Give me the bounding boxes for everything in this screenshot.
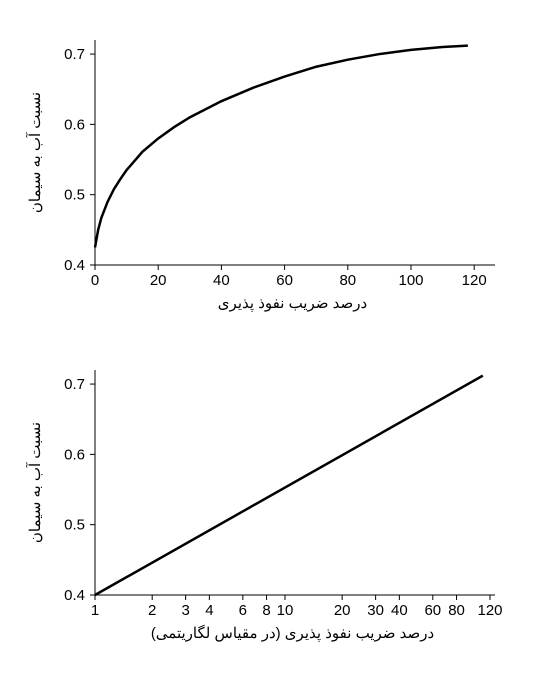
svg-text:120: 120 [462,272,487,289]
svg-text:0.5: 0.5 [64,187,85,204]
svg-text:1: 1 [91,602,99,619]
svg-text:60: 60 [424,602,441,619]
chart-linear: 0 20 40 60 80 100 120 0.4 0.5 0.6 0.7 درصد ضریب نفو… [20,20,519,320]
svg-text:2: 2 [148,602,156,619]
chart-linear-svg: 0 20 40 60 80 100 120 0.4 0.5 0.6 0.7 درصد ضریب نفو… [20,20,520,320]
svg-text:8: 8 [262,602,270,619]
svg-text:20: 20 [334,602,351,619]
svg-text:0.4: 0.4 [64,587,85,604]
svg-text:نسبت آب به سیمان: نسبت آب به سیمان [26,422,44,543]
svg-text:10: 10 [277,602,294,619]
svg-text:0.6: 0.6 [64,116,85,133]
svg-text:30: 30 [367,602,384,619]
svg-text:40: 40 [391,602,408,619]
svg-text:نسبت آب به سیمان: نسبت آب به سیمان [26,92,44,213]
svg-text:80: 80 [339,272,356,289]
svg-text:3: 3 [181,602,189,619]
svg-text:0.4: 0.4 [64,257,85,274]
svg-text:6: 6 [239,602,247,619]
svg-text:40: 40 [213,272,230,289]
svg-text:0.7: 0.7 [64,46,85,63]
svg-text:درصد ضریب نفوذ پذیری: درصد ضریب نفوذ پذیری [218,295,367,312]
svg-text:4: 4 [205,602,213,619]
chart-log: 1 2 34 68 10 20 30 40 60 80 120 0.4 0.5 0.6 0.7 درصد ضر… [20,350,519,650]
svg-text:20: 20 [150,272,167,289]
svg-text:0: 0 [91,272,99,289]
svg-text:0.5: 0.5 [64,517,85,534]
svg-text:100: 100 [398,272,423,289]
svg-text:0.6: 0.6 [64,446,85,463]
svg-text:درصد ضریب نفوذ پذیری (در مقیاس: درصد ضریب نفوذ پذیری (در مقیاس لگاریتمی) [151,624,434,642]
chart-log-svg: 1 2 34 68 10 20 30 40 60 80 120 0.4 0.5 0.6 0.7 درصد ضر… [20,350,520,650]
svg-text:120: 120 [477,602,502,619]
svg-text:60: 60 [276,272,293,289]
svg-text:80: 80 [448,602,465,619]
svg-text:0.7: 0.7 [64,376,85,393]
